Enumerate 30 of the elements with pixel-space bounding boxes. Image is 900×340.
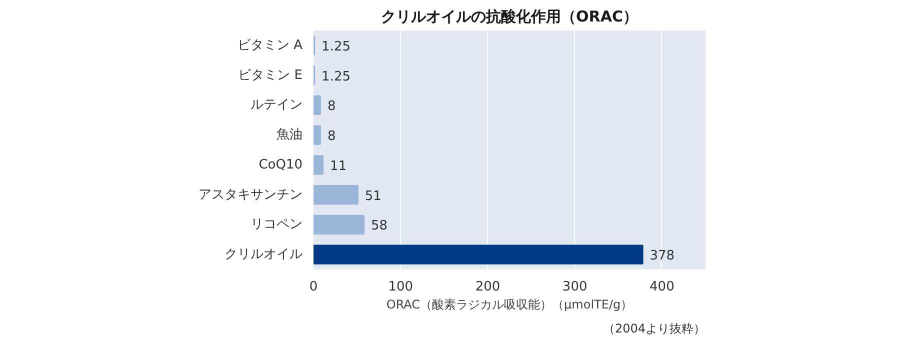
- data-label: 8: [327, 99, 336, 114]
- x-tick-label: 300: [562, 280, 588, 294]
- y-tick-label: CoQ10: [258, 157, 303, 172]
- text: （2004より抜粋）: [602, 322, 706, 336]
- data-label: 58: [370, 218, 388, 234]
- x-axis-title: ORAC（酸素ラジカル吸収能）（μmolTE/g）: [386, 298, 633, 312]
- x-tick-label: 0: [309, 280, 318, 294]
- data-label: 1.25: [322, 69, 351, 84]
- y-tick-label: ビタミン E: [238, 68, 303, 83]
- x-tick-label: 200: [475, 280, 500, 294]
- x-tick-label: 400: [650, 280, 674, 294]
- data-label: 378: [650, 248, 675, 264]
- bar: [314, 214, 365, 234]
- y-tick-label: 魚油: [276, 128, 302, 143]
- data-label: 1.25: [322, 39, 351, 54]
- y-tick-label: リコペン: [250, 217, 302, 232]
- bar: [314, 185, 358, 205]
- data-label: 51: [364, 188, 382, 204]
- bar: [314, 244, 644, 264]
- bar: [314, 155, 324, 175]
- x-tick-label: 100: [388, 280, 414, 294]
- y-tick-label: ビタミン A: [237, 38, 303, 53]
- data-label: 11: [330, 158, 347, 174]
- data-label: 8: [327, 129, 336, 144]
- bar: [314, 95, 321, 115]
- bar: [314, 125, 321, 145]
- y-tick-label: ルテイン: [250, 98, 302, 113]
- chart-title: クリルオイルの抗酸化作用（ORAC）: [381, 8, 638, 26]
- y-tick-label: クリルオイル: [224, 247, 302, 262]
- y-tick-label: アスタキサンチン: [198, 187, 302, 202]
